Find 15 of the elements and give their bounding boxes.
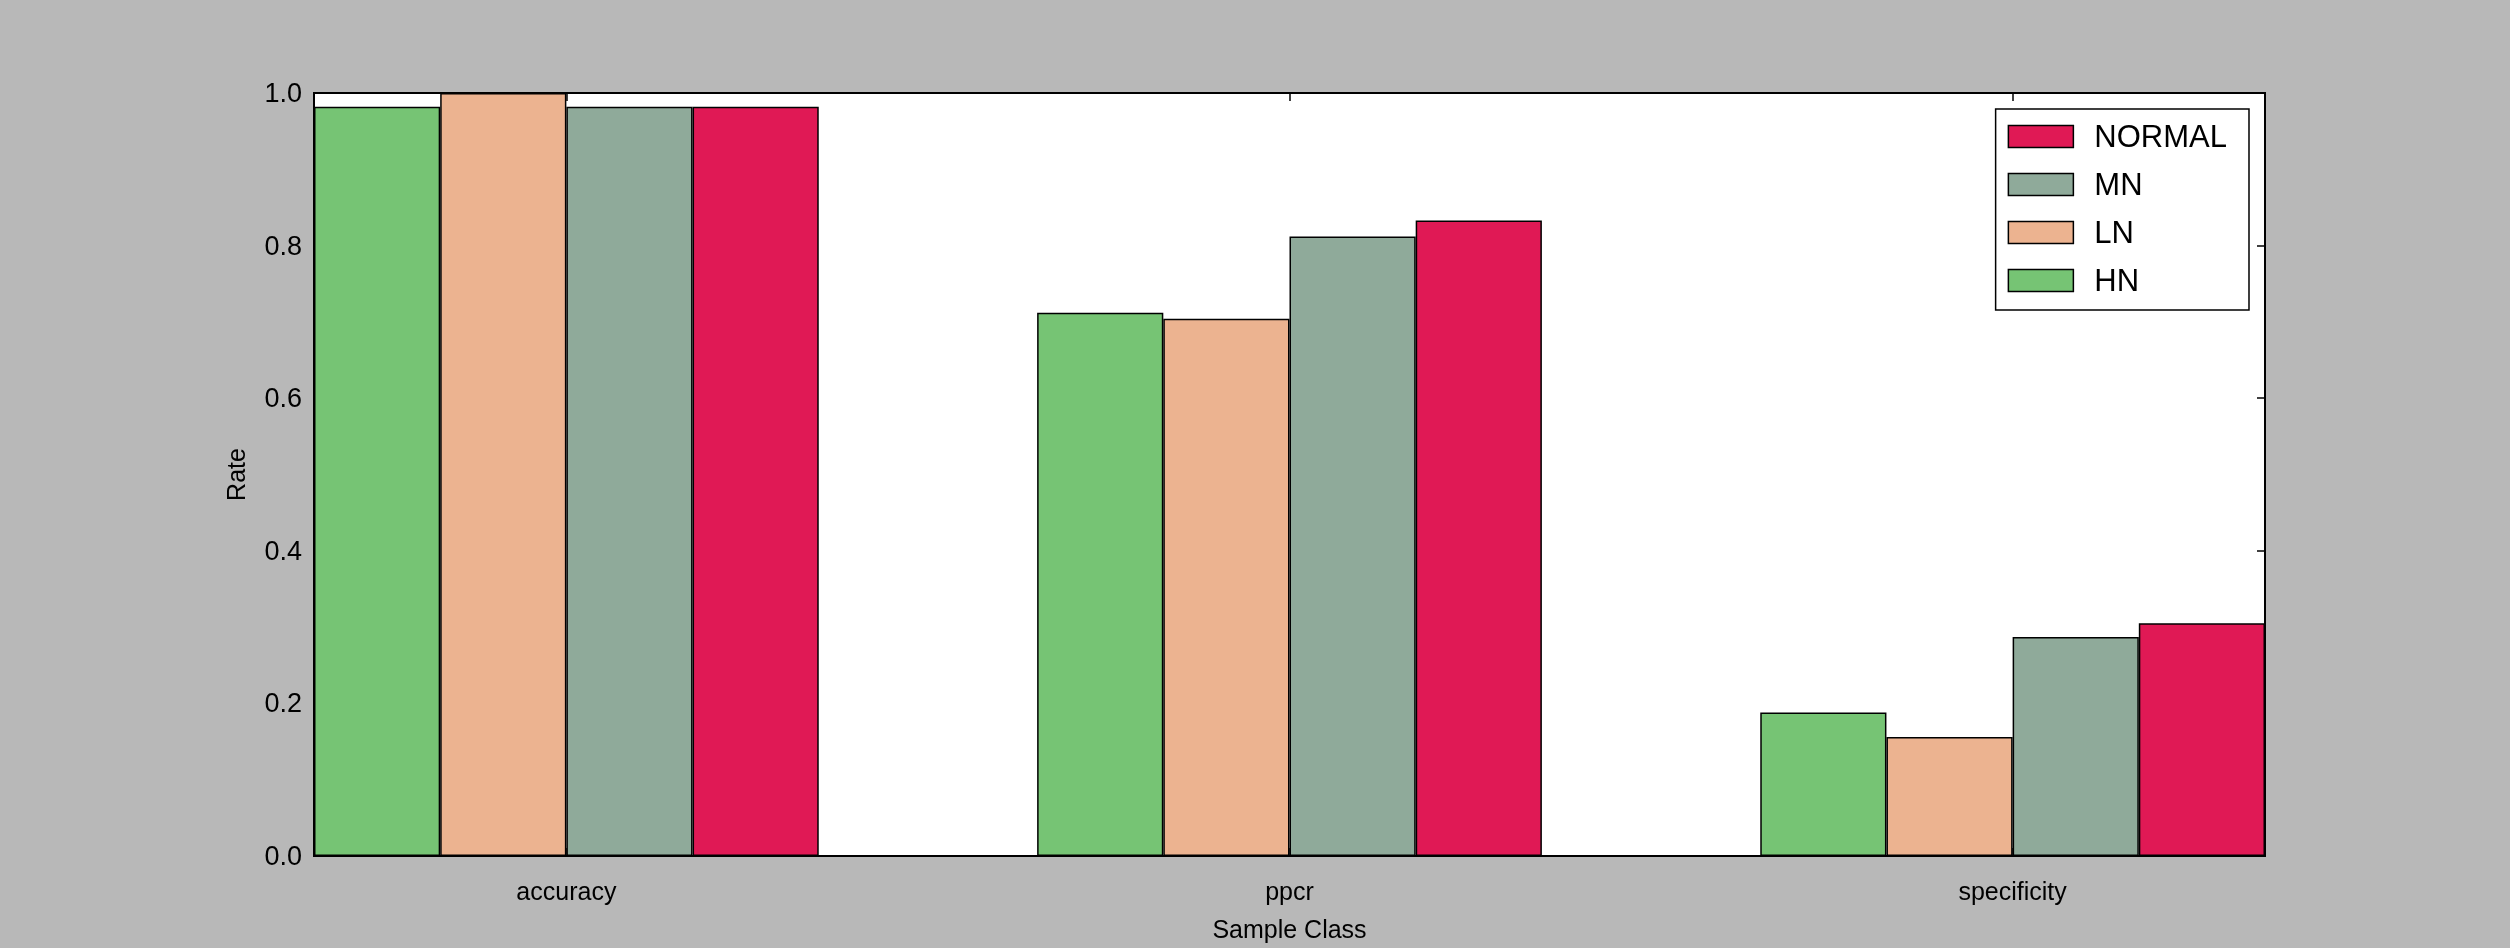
y-tick-label: 0.6: [264, 383, 302, 414]
legend-label: LN: [2094, 215, 2135, 250]
x-axis-title: Sample Class: [1212, 914, 1367, 943]
x-tick-label: ppcr: [1265, 876, 1314, 905]
legend-label: MN: [2094, 167, 2143, 202]
y-tick-label: 0.8: [264, 230, 302, 261]
x-tick-label: specificity: [1958, 876, 2068, 905]
y-tick-label: 0.0: [264, 841, 302, 871]
y-tick-label: 0.2: [264, 688, 302, 719]
y-tick-label: 1.0: [264, 78, 302, 108]
y-axis-title: Rate: [221, 448, 250, 501]
x-tick-label: accuracy: [516, 876, 617, 905]
legend-label: HN: [2094, 263, 2140, 298]
y-tick-label: 0.4: [264, 535, 302, 566]
legend-label: NORMAL: [2094, 119, 2228, 154]
